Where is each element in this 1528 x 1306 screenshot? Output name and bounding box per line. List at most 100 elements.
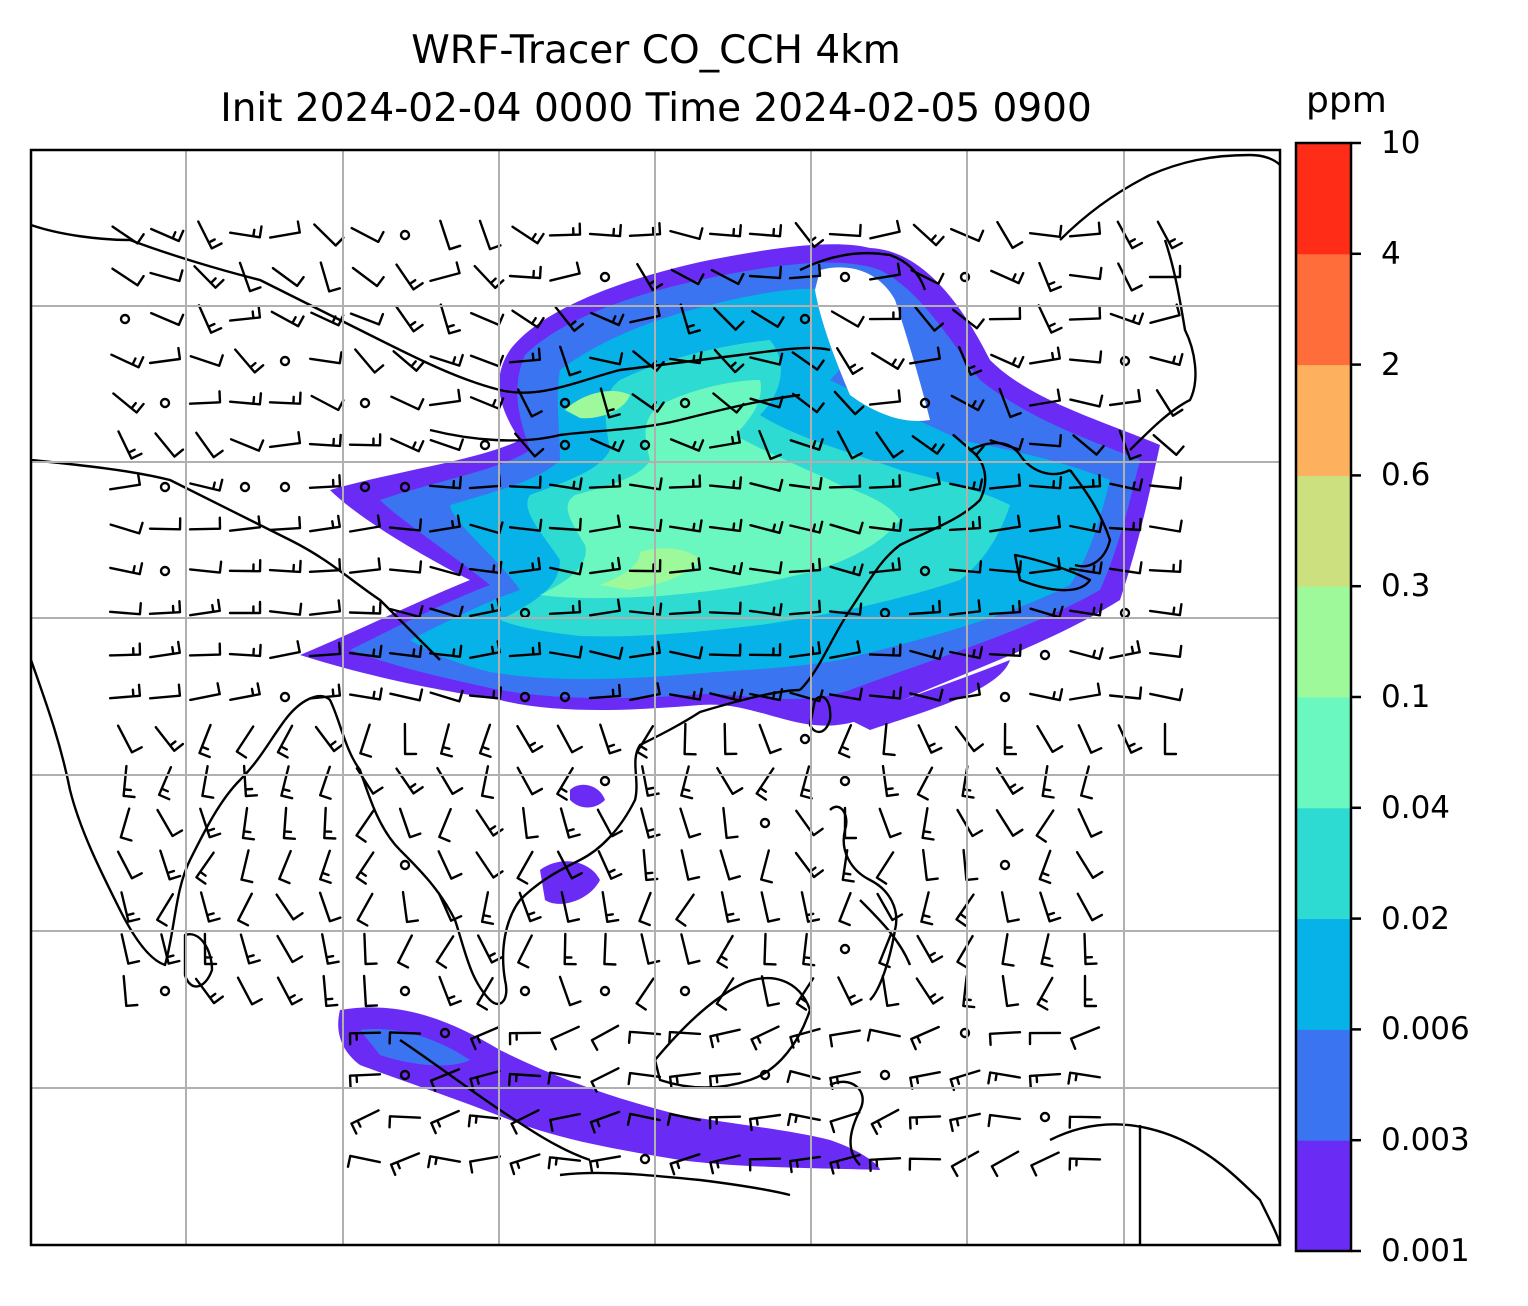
wind-barb [268,602,303,616]
wind-barb [120,891,141,923]
wind-barb [989,514,1021,533]
wind-barb [1028,224,1063,238]
wind-barb [522,806,539,840]
wind-barb [719,849,741,881]
wind-barb [950,394,985,412]
wind-barb [708,1072,742,1089]
wind-barb [348,644,383,659]
colorbar-tick-label: 10 [1381,125,1421,161]
wind-barb [348,433,382,447]
wind-barb [948,515,982,532]
wind-barb [388,1115,422,1129]
wind-barb [716,934,734,969]
wind-barb [229,225,263,239]
wind-barb [308,474,342,489]
calm-wind-marker [359,397,371,409]
wind-barb [679,807,702,839]
colorbar-frame [1294,141,1353,1253]
calm-wind-marker [639,439,651,451]
wind-barb [228,600,262,615]
wind-barb [1038,849,1052,885]
wind-barb [788,1155,822,1174]
wind-barb [150,227,185,243]
wind-barb [349,312,385,326]
colorbar-tick-label: 0.04 [1381,789,1451,826]
calm-wind-marker [799,733,811,745]
wind-barb [468,686,503,700]
wind-barb [760,849,773,884]
wind-barb [428,476,462,490]
wind-barb [675,893,695,927]
colorbar-tick-label: 0.3 [1381,568,1431,605]
wind-barb [348,557,382,574]
coastline-india [31,659,286,967]
wind-barb [1083,974,1098,1008]
wind-barb [716,766,744,796]
wind-barb [199,807,222,839]
wind-barb [508,557,542,575]
wind-barb [475,851,504,879]
wind-barb [268,515,302,532]
wind-barb [517,388,543,418]
wind-barb [1028,514,1062,533]
wind-barb [556,724,583,754]
wind-barb [912,223,945,247]
wind-barb [548,222,582,237]
wind-barb [395,305,424,333]
coastlines [31,153,1280,1245]
calm-wind-marker [759,1069,771,1081]
wind-barb [203,932,218,966]
wind-barb [435,935,455,969]
wind-barb [829,1153,861,1175]
colorbar-unit-label: ppm [1306,80,1387,121]
wind-barb [800,891,821,923]
wind-barb [1148,603,1183,617]
wind-barb [601,891,620,923]
wind-barb [869,262,901,281]
calm-wind-marker [399,1069,411,1081]
wind-barb [713,348,745,374]
calm-wind-marker [159,985,171,997]
wind-barb [988,599,1022,616]
wind-barb [669,227,704,241]
calm-wind-marker [919,397,931,409]
calm-wind-marker [919,565,931,577]
wind-barb [829,1029,861,1048]
wind-barb [878,807,902,839]
wind-barb [868,389,902,406]
wind-barb [837,976,863,1006]
wind-barb [680,765,694,800]
wind-barb [1152,434,1185,456]
wind-barb [559,807,581,839]
wind-barb [201,765,215,799]
wind-barb [429,563,464,577]
wind-barb [1148,559,1182,573]
wind-barb [588,474,622,489]
wind-barb [668,557,702,574]
colorbar-segment [1296,697,1351,809]
colorbar-segment [1296,1029,1351,1141]
calm-wind-marker [519,691,531,703]
wind-barb [148,683,182,700]
wind-barb [916,766,934,801]
wind-barb [389,605,424,619]
wind-barb [878,933,892,969]
wind-barb [1076,892,1104,922]
wind-barb [1075,851,1104,879]
wind-barb [1069,647,1104,661]
wind-barb [156,808,184,838]
wind-barb [996,220,1024,250]
wind-barb [951,308,985,330]
wind-barb [268,559,302,574]
wind-barb [1148,644,1183,658]
wind-barb [1041,765,1055,799]
wind-barb [868,643,902,657]
wind-barb [1029,388,1061,407]
colorbar-tick-label: 4 [1381,235,1401,272]
wind-barb [916,934,944,964]
wind-barb [950,227,985,243]
wind-barb [829,1111,861,1134]
wind-barb [956,934,974,969]
wind-barb [669,351,703,365]
